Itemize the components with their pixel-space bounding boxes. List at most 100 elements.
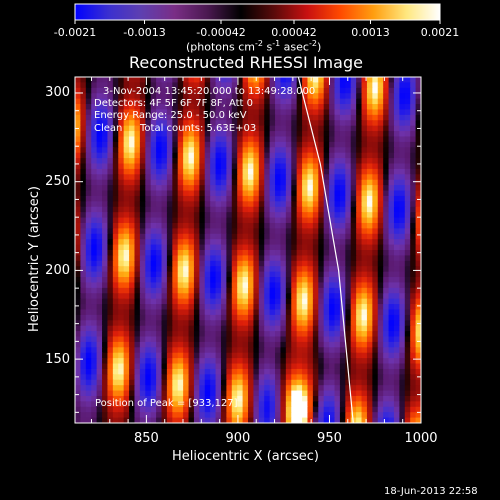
heatmap-cell [285,190,292,197]
heatmap-cell [220,222,227,229]
heatmap-cell [107,206,114,213]
heatmap-cell [356,282,363,289]
heatmap-cell [269,298,276,305]
heatmap-cell [199,206,206,213]
heatmap-cell [220,260,227,267]
heatmap-cell [193,152,200,159]
heatmap-cell [80,277,87,284]
heatmap-cell [393,385,400,392]
heatmap-cell [134,77,141,84]
heatmap-cell [399,163,406,170]
heatmap-cell [312,341,319,348]
heatmap-cell [404,336,411,343]
heatmap-cell [85,304,92,311]
heatmap-cell [177,120,184,127]
heatmap-cell [296,298,303,305]
heatmap-cell [134,158,141,165]
heatmap-cell [296,168,303,175]
heatmap-cell [177,287,184,294]
heatmap-cell [80,114,87,121]
heatmap-cell [188,412,195,419]
heatmap-cell [334,174,341,181]
heatmap-cell [156,222,163,229]
heatmap-cell [248,250,255,257]
heatmap-cell [204,331,211,338]
heatmap-cell [156,347,163,354]
heatmap-cell [183,114,190,121]
heatmap-cell [134,87,141,94]
heatmap-cell [204,217,211,224]
heatmap-cell [177,98,184,105]
heatmap-cell [118,352,125,359]
heatmap-cell [334,152,341,159]
heatmap-cell [145,368,152,375]
heatmap-cell [388,120,395,127]
heatmap-cell [339,201,346,208]
heatmap-cell [388,87,395,94]
heatmap-cell [177,352,184,359]
heatmap-cell [415,244,421,251]
heatmap-cell [145,287,152,294]
heatmap-cell [172,244,179,251]
heatmap-cell [112,228,119,235]
heatmap-cell [118,314,125,321]
heatmap-cell [329,379,336,386]
heatmap-cell [112,336,119,343]
heatmap-cell [269,352,276,359]
heatmap-cell [96,141,103,148]
heatmap-cell [188,158,195,165]
heatmap-cell [410,190,417,197]
heatmap-cell [334,352,341,359]
heatmap-cell [372,152,379,159]
heatmap-cell [215,147,222,154]
heatmap-cell [339,287,346,294]
heatmap-cell [193,104,200,111]
heatmap-cell [404,379,411,386]
heatmap-cell [231,93,238,100]
heatmap-cell [161,206,168,213]
heatmap-cell [366,114,373,121]
heatmap-cell [307,125,314,132]
heatmap-cell [345,347,352,354]
heatmap-cell [383,125,390,132]
heatmap-cell [356,293,363,300]
heatmap-cell [345,77,352,84]
heatmap-cell [269,98,276,105]
heatmap-cell [199,185,206,192]
heatmap-cell [183,282,190,289]
heatmap-cell [356,190,363,197]
heatmap-cell [156,131,163,138]
heatmap-cell [166,304,173,311]
heatmap-cell [156,190,163,197]
heatmap-cell [307,109,314,116]
heatmap-cell [139,255,146,262]
heatmap-cell [161,222,168,229]
heatmap-cell [393,222,400,229]
heatmap-cell [372,104,379,111]
heatmap-cell [204,401,211,408]
heatmap-cell [334,104,341,111]
heatmap-cell [199,358,206,365]
heatmap-cell [220,347,227,354]
heatmap-cell [388,136,395,143]
heatmap-cell [193,141,200,148]
heatmap-cell [275,293,282,300]
heatmap-cell [193,244,200,251]
heatmap-cell [350,163,357,170]
heatmap-cell [204,271,211,278]
heatmap-cell [350,341,357,348]
heatmap-cell [107,174,114,181]
heatmap-cell [264,179,271,186]
heatmap-cell [269,82,276,89]
heatmap-cell [383,401,390,408]
heatmap-cell [404,228,411,235]
heatmap-cell [410,266,417,273]
heatmap-cell [258,93,265,100]
heatmap-cell [166,120,173,127]
heatmap-cell [350,174,357,181]
heatmap-cell [334,87,341,94]
heatmap-cell [112,266,119,273]
heatmap-cell [312,293,319,300]
heatmap-cell [264,168,271,175]
heatmap-cell [269,325,276,332]
